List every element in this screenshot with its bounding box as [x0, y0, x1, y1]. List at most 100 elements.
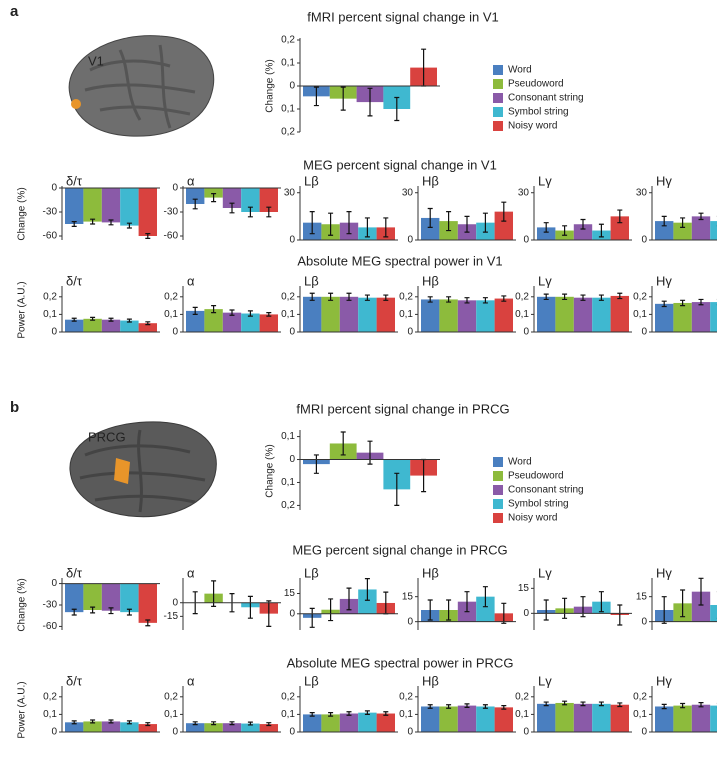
chart-title: Lγ [538, 273, 552, 288]
legend-swatch [493, 65, 503, 75]
y-tick-label: 30 [402, 187, 414, 198]
y-tick-label: 0,2 [515, 291, 529, 302]
y-tick-label: 0,1 [281, 709, 295, 720]
legend-label: Word [508, 457, 532, 468]
y-tick-label: 0 [289, 608, 295, 619]
y-tick-label: 0,1 [281, 104, 295, 115]
row-title: MEG percent signal change in PRCG [292, 542, 507, 557]
chart-title: Lβ [304, 565, 319, 580]
bar [555, 703, 573, 732]
y-tick-label: 0 [641, 235, 647, 246]
legend-swatch [493, 513, 503, 523]
error-bar [211, 722, 216, 725]
error-bar [562, 701, 567, 705]
y-tick-label: 0,1 [633, 709, 647, 720]
bar [377, 298, 395, 332]
y-tick-label: 0,2 [164, 691, 178, 702]
panel-label: b [10, 399, 19, 416]
chart-title: Hγ [656, 173, 672, 188]
y-tick-label: 0,2 [164, 291, 178, 302]
y-tick-label: 30 [636, 187, 648, 198]
y-tick-label: 15 [518, 583, 530, 594]
chart-title: Lβ [304, 173, 319, 188]
chart-title: δ/τ [66, 565, 83, 580]
bar [358, 713, 376, 732]
bar [340, 714, 358, 732]
bar [611, 296, 629, 332]
y-tick-label: 0 [172, 727, 178, 738]
y-tick-label: 0 [523, 327, 529, 338]
bar [139, 188, 157, 236]
chart-title: Lγ [538, 673, 552, 688]
legend-swatch [493, 499, 503, 509]
bar [102, 584, 120, 611]
legend-swatch [493, 93, 503, 103]
y-tick-label: 0,1 [164, 709, 178, 720]
y-tick-label: 0 [51, 727, 57, 738]
y-tick-label: 0 [289, 727, 295, 738]
error-bar [230, 722, 235, 725]
bar [303, 714, 321, 732]
chart-title: Lβ [304, 673, 319, 688]
legend-label: Consonant string [508, 485, 584, 496]
y-tick-label: 0 [407, 616, 413, 627]
bar [83, 584, 101, 610]
bar [120, 584, 138, 613]
y-tick-label: 0,2 [281, 500, 295, 511]
y-tick-label: 0,1 [281, 477, 295, 488]
bar [439, 706, 457, 732]
bar [458, 300, 476, 332]
chart-title: Lγ [538, 565, 552, 580]
region-label: V1 [88, 53, 104, 68]
legend-label: Word [508, 65, 532, 76]
legend-label: Consonant string [508, 93, 584, 104]
bar [321, 297, 339, 332]
y-tick-label: 0,1 [515, 309, 529, 320]
y-tick-label: 0 [407, 727, 413, 738]
y-axis-label: Power (A.U.) [17, 281, 28, 338]
bar [65, 188, 83, 224]
y-tick-label: 0,2 [281, 691, 295, 702]
row-title: MEG percent signal change in V1 [303, 157, 497, 172]
y-tick-label: 0,2 [43, 291, 57, 302]
bar [421, 706, 439, 732]
chart-title: Hβ [422, 673, 439, 688]
bar [692, 302, 710, 332]
y-tick-label: 0 [172, 597, 178, 608]
bar [537, 704, 555, 732]
y-tick-label: -60 [43, 231, 58, 242]
y-tick-label: 0,1 [281, 431, 295, 442]
bar [710, 221, 717, 240]
bar [655, 706, 673, 732]
y-tick-label: 0 [172, 327, 178, 338]
bar [710, 706, 717, 732]
y-tick-label: 0,1 [281, 309, 295, 320]
y-tick-label: 0 [172, 183, 178, 194]
y-tick-label: 0,1 [164, 309, 178, 320]
bar [83, 188, 101, 222]
y-tick-label: 0 [51, 183, 57, 194]
bar [321, 714, 339, 732]
bar [340, 297, 358, 332]
bar [592, 298, 610, 332]
y-tick-label: 30 [518, 187, 530, 198]
chart-title: Hβ [422, 565, 439, 580]
legend-label: Pseudoword [508, 79, 564, 90]
bar [476, 706, 494, 732]
legend-label: Symbol string [508, 499, 569, 510]
y-tick-label: 0 [523, 727, 529, 738]
y-tick-label: 0,2 [281, 35, 295, 46]
y-tick-label: 0,2 [399, 691, 413, 702]
bar [421, 299, 439, 332]
bar [476, 300, 494, 332]
bar [120, 188, 138, 226]
chart-title: α [187, 273, 195, 288]
legend-label: Noisy word [508, 513, 557, 524]
y-axis-label: Change (%) [17, 187, 28, 240]
y-tick-label: 0 [641, 327, 647, 338]
chart-title: Hγ [656, 673, 672, 688]
y-tick-label: 30 [284, 187, 296, 198]
y-tick-label: 0 [523, 235, 529, 246]
error-bar [145, 723, 150, 726]
y-tick-label: 0 [289, 454, 295, 465]
